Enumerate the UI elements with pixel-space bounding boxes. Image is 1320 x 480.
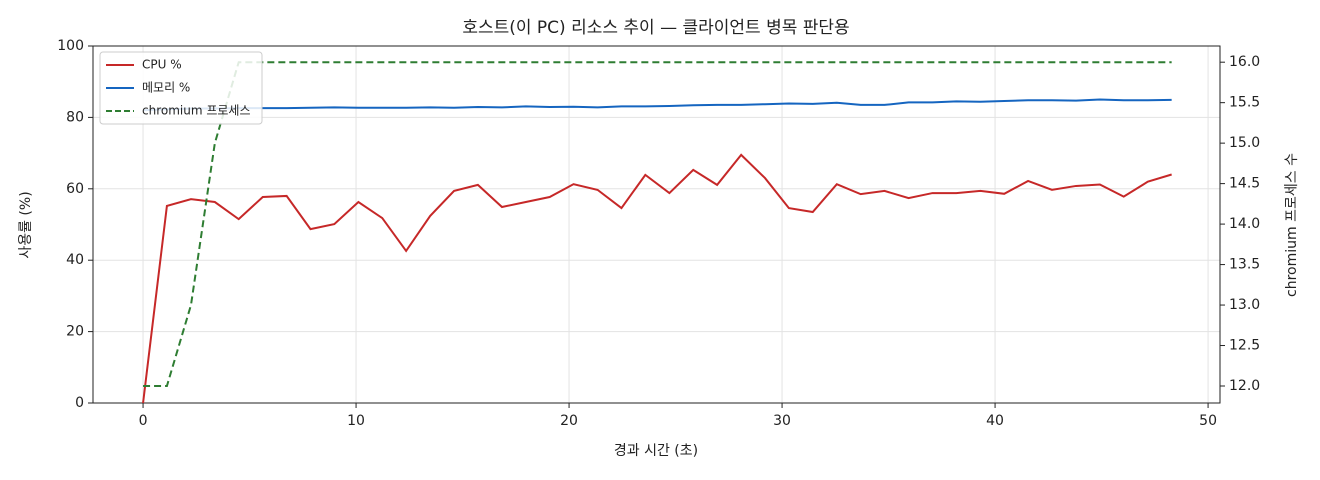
y-axis-label: 사용률 (%) — [18, 191, 34, 258]
y2-tick-label: 15.5 — [1229, 95, 1260, 111]
y2-axis-label: chromium 프로세스 수 — [1284, 153, 1300, 297]
y2-tick-label: 14.5 — [1229, 176, 1260, 192]
x-tick-label: 20 — [560, 413, 578, 429]
x-tick-label: 10 — [347, 413, 365, 429]
legend-box — [99, 51, 263, 125]
chart-title: 호스트(이 PC) 리소스 추이 — 클라이언트 병목 판단용 — [462, 18, 849, 38]
x-tick-label: 40 — [986, 413, 1004, 429]
x-axis-label: 경과 시간 (초) — [614, 443, 698, 459]
y-tick-label: 40 — [66, 252, 84, 268]
x-tick-label: 50 — [1199, 413, 1217, 429]
legend-label: CPU % — [142, 58, 182, 72]
y-tick-label: 80 — [66, 109, 84, 125]
y2-tick-label: 13.5 — [1229, 257, 1260, 273]
y-tick-label: 0 — [75, 395, 84, 411]
legend: CPU % 메모리 % chromium 프로세스 — [99, 51, 263, 125]
plot-frame — [92, 45, 1221, 404]
y2-tick-label: 15.0 — [1229, 135, 1260, 151]
x-tick-label: 0 — [139, 413, 148, 429]
series-line — [143, 98, 1172, 112]
y2-tick-label: 14.0 — [1229, 216, 1260, 232]
y2-tick-label: 13.0 — [1229, 297, 1260, 313]
series-line — [143, 61, 1172, 387]
y2-tick-label: 12.0 — [1229, 378, 1260, 394]
y-tick-label: 60 — [66, 181, 84, 197]
x-tick-label: 30 — [773, 413, 791, 429]
y-tick-label: 20 — [66, 324, 84, 340]
y2-tick-label: 12.5 — [1229, 338, 1260, 354]
legend-label: chromium 프로세스 — [142, 104, 251, 118]
legend-label: 메모리 % — [142, 81, 190, 95]
series-line — [142, 153, 1172, 404]
y2-tick-label: 16.0 — [1229, 54, 1260, 70]
y-tick-label: 100 — [57, 38, 84, 54]
